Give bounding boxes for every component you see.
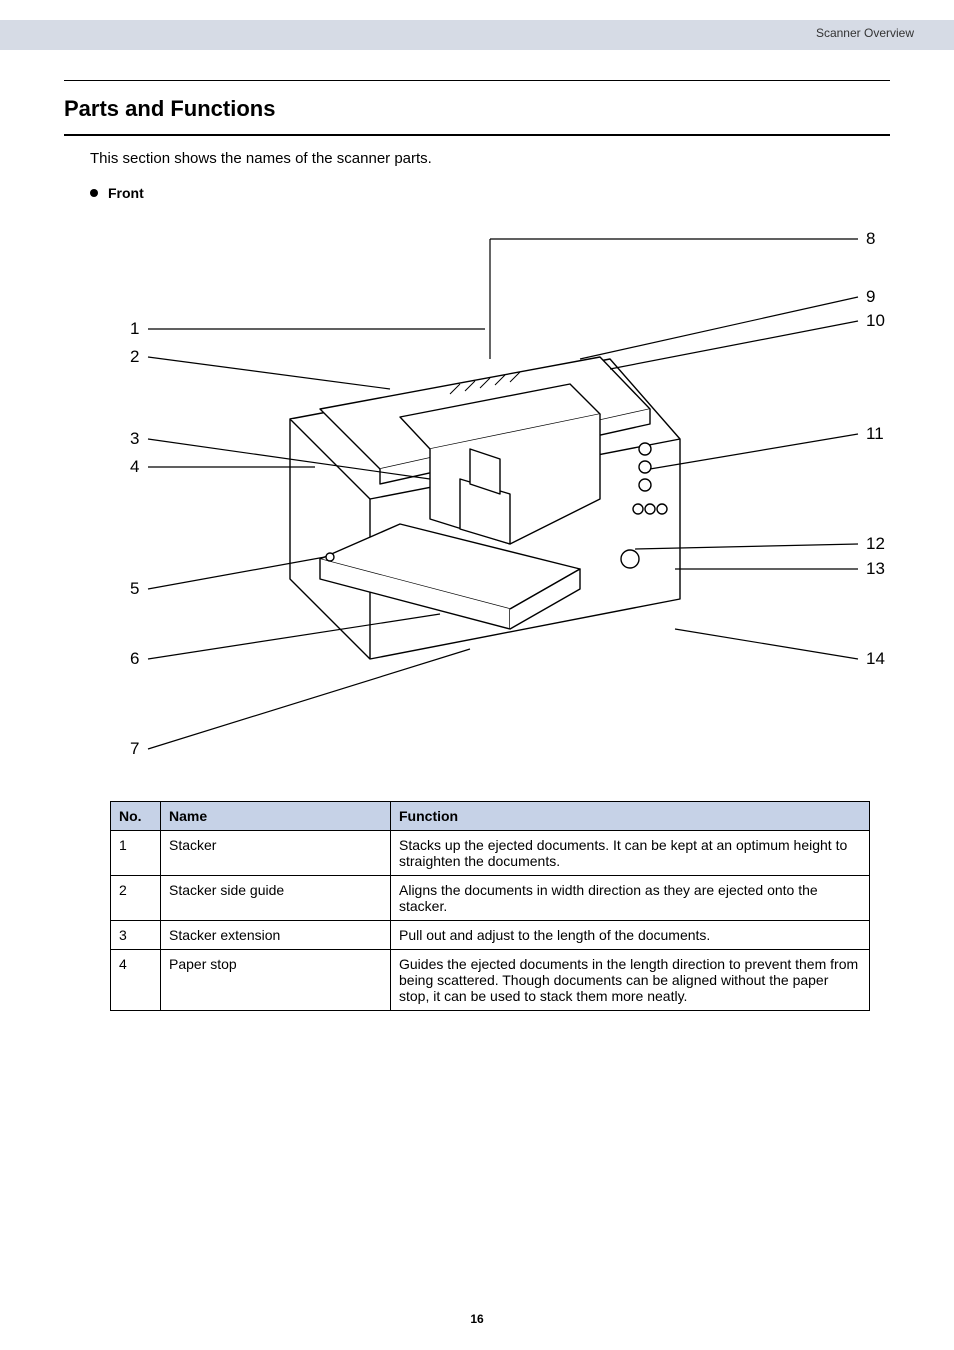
callout-8: 8 xyxy=(866,229,875,249)
cell-name: Stacker side guide xyxy=(161,876,391,921)
callout-12: 12 xyxy=(866,534,885,554)
table-row: 2 Stacker side guide Aligns the document… xyxy=(111,876,870,921)
cell-name: Stacker xyxy=(161,831,391,876)
subheading-label: Front xyxy=(108,185,144,201)
cell-name: Paper stop xyxy=(161,950,391,1011)
callout-10: 10 xyxy=(866,311,885,331)
cell-func: Guides the ejected documents in the leng… xyxy=(391,950,870,1011)
header-section: Scanner Overview xyxy=(816,26,914,40)
cell-no: 1 xyxy=(111,831,161,876)
callout-13: 13 xyxy=(866,559,885,579)
th-func: Function xyxy=(391,802,870,831)
callout-14: 14 xyxy=(866,649,885,669)
cell-no: 3 xyxy=(111,921,161,950)
page-number: 16 xyxy=(0,1312,954,1326)
intro-text: This section shows the names of the scan… xyxy=(90,150,890,167)
parts-diagram: 1 2 3 4 5 6 7 8 9 10 11 12 13 14 xyxy=(110,209,890,789)
cell-func: Pull out and adjust to the length of the… xyxy=(391,921,870,950)
callout-7: 7 xyxy=(130,739,139,759)
callout-4: 4 xyxy=(130,457,139,477)
table-row: 1 Stacker Stacks up the ejected document… xyxy=(111,831,870,876)
th-name: Name xyxy=(161,802,391,831)
th-no: No. xyxy=(111,802,161,831)
page-title: Parts and Functions xyxy=(64,96,890,122)
header-band: Scanner Overview xyxy=(0,20,954,50)
subheading: Front xyxy=(90,185,890,201)
cell-func: Aligns the documents in width direction … xyxy=(391,876,870,921)
callout-11: 11 xyxy=(866,424,884,444)
callout-1: 1 xyxy=(130,319,139,339)
parts-table: No. Name Function 1 Stacker Stacks up th… xyxy=(110,801,870,1011)
leader-lines xyxy=(110,209,890,789)
top-rule xyxy=(64,80,890,81)
cell-no: 4 xyxy=(111,950,161,1011)
callout-3: 3 xyxy=(130,429,139,449)
callout-2: 2 xyxy=(130,347,139,367)
callout-9: 9 xyxy=(866,287,875,307)
callout-5: 5 xyxy=(130,579,139,599)
callout-6: 6 xyxy=(130,649,139,669)
cell-no: 2 xyxy=(111,876,161,921)
cell-name: Stacker extension xyxy=(161,921,391,950)
table-row: 3 Stacker extension Pull out and adjust … xyxy=(111,921,870,950)
cell-func: Stacks up the ejected documents. It can … xyxy=(391,831,870,876)
table-row: 4 Paper stop Guides the ejected document… xyxy=(111,950,870,1011)
bullet-icon xyxy=(90,189,98,197)
title-rule xyxy=(64,134,890,136)
